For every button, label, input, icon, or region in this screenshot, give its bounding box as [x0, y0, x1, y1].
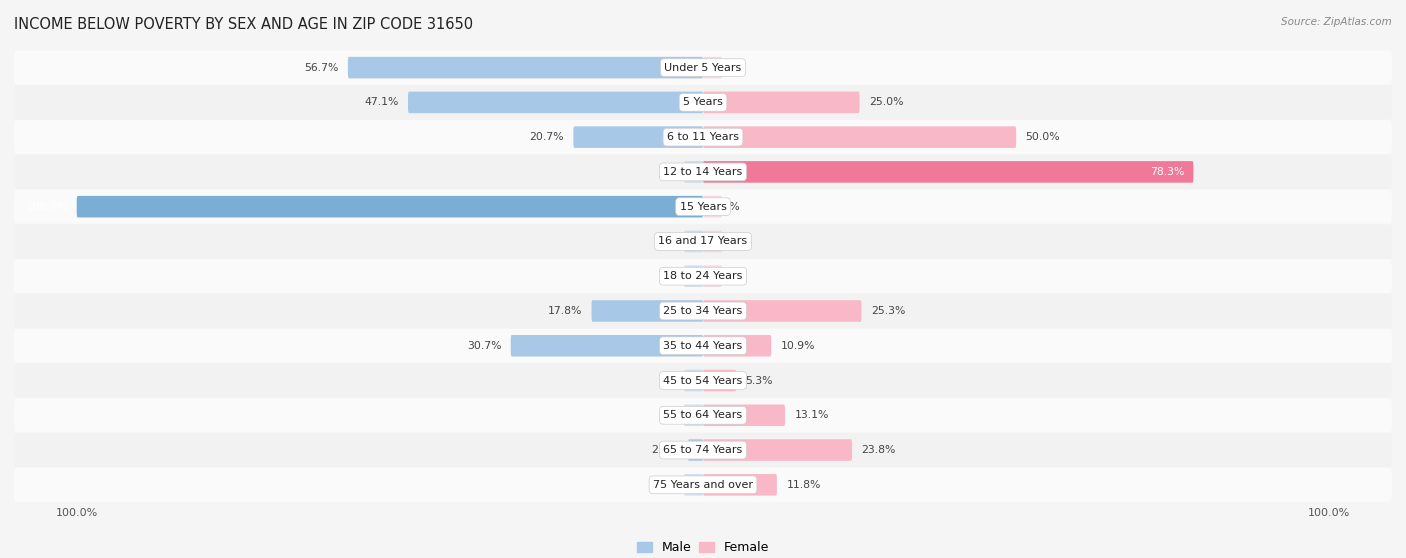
- Text: 0.0%: 0.0%: [713, 237, 740, 247]
- FancyBboxPatch shape: [14, 85, 1392, 119]
- Text: 13.1%: 13.1%: [794, 410, 828, 420]
- FancyBboxPatch shape: [408, 92, 703, 113]
- FancyBboxPatch shape: [14, 155, 1392, 189]
- Text: 78.3%: 78.3%: [1150, 167, 1184, 177]
- FancyBboxPatch shape: [703, 57, 721, 78]
- Text: 18 to 24 Years: 18 to 24 Years: [664, 271, 742, 281]
- Text: 17.8%: 17.8%: [548, 306, 582, 316]
- Legend: Male, Female: Male, Female: [631, 536, 775, 558]
- Text: 5 Years: 5 Years: [683, 98, 723, 107]
- Text: 47.1%: 47.1%: [364, 98, 399, 107]
- Text: 100.0%: 100.0%: [27, 201, 69, 211]
- FancyBboxPatch shape: [14, 433, 1392, 467]
- Text: 6 to 11 Years: 6 to 11 Years: [666, 132, 740, 142]
- Text: 2.4%: 2.4%: [651, 445, 679, 455]
- FancyBboxPatch shape: [510, 335, 703, 357]
- FancyBboxPatch shape: [685, 161, 703, 182]
- Text: 0.0%: 0.0%: [713, 201, 740, 211]
- FancyBboxPatch shape: [703, 474, 778, 496]
- Text: Source: ZipAtlas.com: Source: ZipAtlas.com: [1281, 17, 1392, 27]
- Text: 0.0%: 0.0%: [666, 376, 693, 386]
- FancyBboxPatch shape: [14, 51, 1392, 85]
- Text: 0.0%: 0.0%: [713, 62, 740, 73]
- FancyBboxPatch shape: [14, 294, 1392, 328]
- FancyBboxPatch shape: [14, 259, 1392, 294]
- FancyBboxPatch shape: [14, 363, 1392, 397]
- Text: 56.7%: 56.7%: [304, 62, 339, 73]
- Text: 25.3%: 25.3%: [870, 306, 905, 316]
- FancyBboxPatch shape: [592, 300, 703, 322]
- FancyBboxPatch shape: [685, 370, 703, 391]
- FancyBboxPatch shape: [14, 224, 1392, 258]
- Text: INCOME BELOW POVERTY BY SEX AND AGE IN ZIP CODE 31650: INCOME BELOW POVERTY BY SEX AND AGE IN Z…: [14, 17, 474, 32]
- Text: 45 to 54 Years: 45 to 54 Years: [664, 376, 742, 386]
- FancyBboxPatch shape: [14, 190, 1392, 224]
- FancyBboxPatch shape: [14, 120, 1392, 154]
- Text: 12 to 14 Years: 12 to 14 Years: [664, 167, 742, 177]
- FancyBboxPatch shape: [685, 266, 703, 287]
- Text: 15 Years: 15 Years: [679, 201, 727, 211]
- Text: 50.0%: 50.0%: [1025, 132, 1060, 142]
- Text: Under 5 Years: Under 5 Years: [665, 62, 741, 73]
- FancyBboxPatch shape: [574, 126, 703, 148]
- Text: 55 to 64 Years: 55 to 64 Years: [664, 410, 742, 420]
- FancyBboxPatch shape: [347, 57, 703, 78]
- FancyBboxPatch shape: [688, 439, 703, 461]
- FancyBboxPatch shape: [703, 370, 737, 391]
- FancyBboxPatch shape: [77, 196, 703, 218]
- FancyBboxPatch shape: [14, 329, 1392, 363]
- FancyBboxPatch shape: [703, 196, 721, 218]
- FancyBboxPatch shape: [703, 439, 852, 461]
- FancyBboxPatch shape: [685, 230, 703, 252]
- FancyBboxPatch shape: [703, 335, 772, 357]
- Text: 75 Years and over: 75 Years and over: [652, 480, 754, 490]
- Text: 0.0%: 0.0%: [666, 237, 693, 247]
- Text: 10.9%: 10.9%: [780, 341, 815, 351]
- FancyBboxPatch shape: [703, 266, 721, 287]
- Text: 0.0%: 0.0%: [666, 271, 693, 281]
- Text: 25.0%: 25.0%: [869, 98, 904, 107]
- Text: 0.0%: 0.0%: [713, 271, 740, 281]
- Text: 5.3%: 5.3%: [745, 376, 773, 386]
- Text: 30.7%: 30.7%: [467, 341, 502, 351]
- Text: 25 to 34 Years: 25 to 34 Years: [664, 306, 742, 316]
- Text: 35 to 44 Years: 35 to 44 Years: [664, 341, 742, 351]
- Text: 0.0%: 0.0%: [666, 480, 693, 490]
- Text: 20.7%: 20.7%: [530, 132, 564, 142]
- FancyBboxPatch shape: [703, 126, 1017, 148]
- FancyBboxPatch shape: [703, 92, 859, 113]
- FancyBboxPatch shape: [703, 405, 785, 426]
- Text: 11.8%: 11.8%: [786, 480, 821, 490]
- Text: 65 to 74 Years: 65 to 74 Years: [664, 445, 742, 455]
- Text: 0.0%: 0.0%: [666, 410, 693, 420]
- Text: 0.0%: 0.0%: [666, 167, 693, 177]
- FancyBboxPatch shape: [14, 398, 1392, 432]
- Text: 16 and 17 Years: 16 and 17 Years: [658, 237, 748, 247]
- Text: 23.8%: 23.8%: [862, 445, 896, 455]
- FancyBboxPatch shape: [703, 300, 862, 322]
- FancyBboxPatch shape: [685, 474, 703, 496]
- FancyBboxPatch shape: [703, 161, 1194, 182]
- FancyBboxPatch shape: [703, 230, 721, 252]
- FancyBboxPatch shape: [14, 468, 1392, 502]
- FancyBboxPatch shape: [685, 405, 703, 426]
